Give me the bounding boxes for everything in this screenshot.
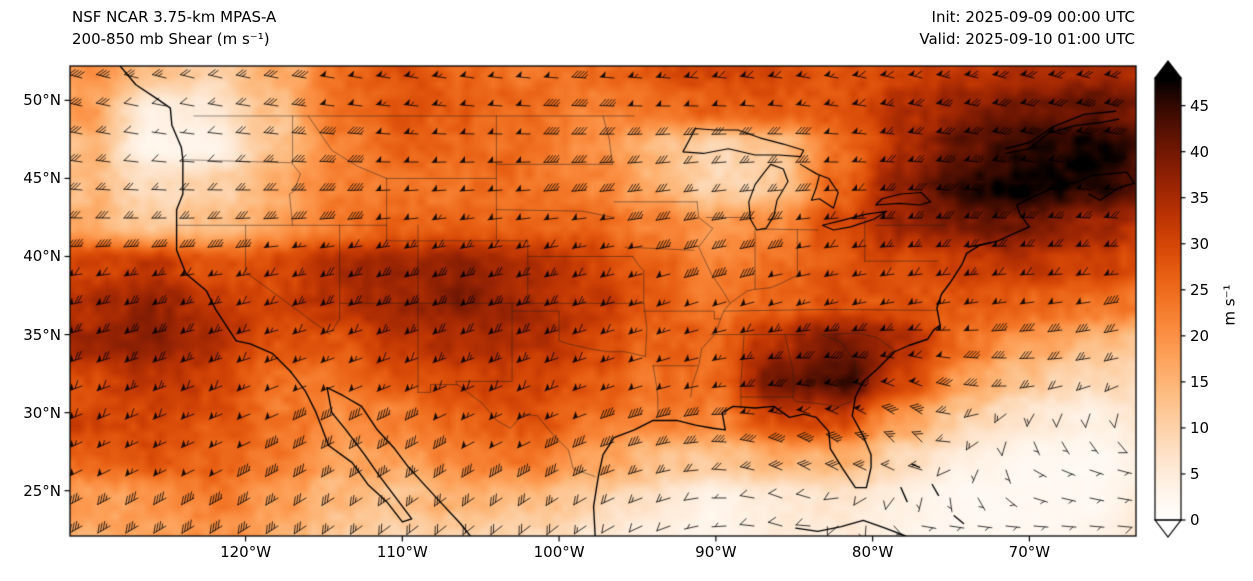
y-axis-tick-label: 50°N	[23, 91, 61, 110]
colorbar-tick-label: 15	[1190, 372, 1210, 391]
x-axis-tick-label: 90°W	[695, 543, 737, 561]
colorbar-tick-label: 20	[1190, 326, 1210, 345]
colorbar-tick-label: 45	[1190, 96, 1210, 115]
y-axis-tick-label: 25°N	[23, 481, 61, 500]
valid-time: Valid: 2025-09-10 01:00 UTC	[919, 30, 1135, 48]
x-axis-tick-label: 120°W	[220, 543, 272, 561]
x-axis-tick-label: 110°W	[376, 543, 428, 561]
y-axis-tick-label: 40°N	[23, 247, 61, 266]
y-axis-tick-label: 35°N	[23, 325, 61, 344]
colorbar-tick-label: 10	[1190, 418, 1210, 437]
colorbar-tick-label: 40	[1190, 142, 1210, 161]
y-axis-tick-label: 30°N	[23, 403, 61, 422]
x-axis-tick-label: 80°W	[851, 543, 894, 561]
colorbar-tick-label: 25	[1190, 280, 1210, 299]
colorbar-tick-label: 5	[1190, 464, 1200, 483]
colorbar-unit-label: m s⁻¹	[1220, 284, 1239, 326]
colorbar-tick-label: 30	[1190, 234, 1210, 253]
model-title: NSF NCAR 3.75-km MPAS-A	[72, 8, 277, 26]
init-time: Init: 2025-09-09 00:00 UTC	[931, 8, 1135, 26]
field-title: 200-850 mb Shear (m s⁻¹)	[72, 30, 270, 48]
x-axis-tick-label: 100°W	[533, 543, 585, 561]
x-axis-tick-label: 70°W	[1008, 543, 1051, 561]
y-axis-tick-label: 45°N	[23, 169, 61, 188]
colorbar-tick-label: 0	[1190, 511, 1200, 529]
colorbar-tick-label: 35	[1190, 188, 1210, 207]
